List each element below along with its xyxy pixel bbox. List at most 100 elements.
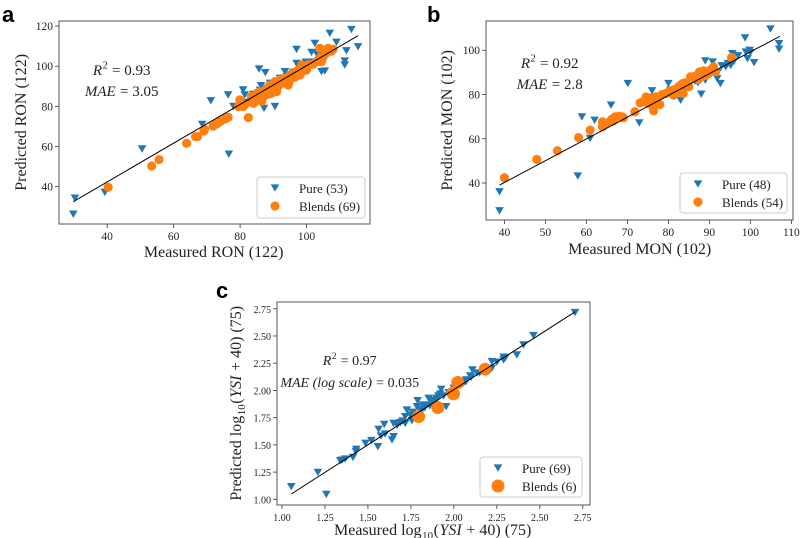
annotation-part: 2 — [103, 61, 108, 72]
pure-point — [501, 354, 510, 362]
plot-area — [495, 25, 784, 215]
pure-point — [436, 385, 446, 394]
blend-point — [651, 92, 661, 102]
pure-point — [573, 172, 583, 180]
pure-point — [398, 417, 407, 425]
y-tick-label: 1.75 — [254, 414, 272, 425]
blend-point — [412, 410, 426, 424]
x-tick-label: 90 — [704, 227, 716, 239]
blend-point — [199, 124, 210, 134]
y-tick-label: 60 — [42, 141, 54, 153]
pure-point — [634, 119, 644, 127]
annotation-part: 2 — [332, 352, 337, 362]
x-axis-label-part: Measured RON (122) — [144, 244, 284, 261]
x-tick-label: 110 — [783, 227, 800, 239]
y-tick-label: 1.50 — [254, 441, 272, 452]
y-tick-label: 60 — [469, 134, 481, 146]
blend-point — [147, 161, 157, 171]
pure-point — [332, 38, 341, 47]
blend-point — [431, 401, 445, 415]
y-tick-label: 2.75 — [254, 305, 272, 316]
annotation-part: R — [520, 56, 530, 72]
pure-point — [197, 120, 207, 129]
axes-frame — [276, 301, 591, 506]
pure-point — [240, 91, 250, 99]
pure-point — [733, 52, 743, 60]
y-axis-label-part: Predicted RON (122) — [13, 54, 30, 191]
x-tick-label: 50 — [540, 227, 552, 239]
series-blends — [499, 52, 737, 183]
x-tick-label: 80 — [234, 231, 246, 243]
annotation: MAE (log scale) = 0.035 — [279, 376, 419, 391]
pure-point — [774, 45, 784, 53]
y-axis-label-part: YSI — [228, 375, 245, 398]
y-tick-label: 100 — [36, 61, 54, 73]
pure-point — [367, 436, 376, 445]
pure-point — [223, 91, 233, 99]
pure-point — [286, 482, 296, 491]
blend-point — [154, 154, 164, 165]
annotation-part: R — [322, 354, 332, 369]
legend-box — [479, 456, 583, 498]
blend-point — [192, 131, 203, 142]
y-axis-label-group: Predicted RON (122) — [13, 54, 30, 191]
legend-label: Pure (53) — [299, 181, 348, 196]
blend-point — [263, 89, 273, 99]
legend-pure-marker — [270, 184, 280, 192]
pure-point — [743, 55, 752, 63]
pure-point — [353, 43, 363, 51]
pure-point — [708, 58, 717, 66]
pure-point — [351, 447, 361, 456]
legend-label: Pure (48) — [722, 177, 771, 192]
pure-point — [292, 45, 301, 54]
y-axis-label-part: Predicted MON (102) — [439, 50, 456, 190]
annotation-part: MAE (log scale) — [279, 376, 372, 391]
legend-pure-marker — [493, 464, 503, 472]
y-tick-label: 2.25 — [254, 359, 272, 370]
pure-point — [347, 25, 356, 34]
pure-point — [68, 210, 78, 218]
blend-point — [499, 173, 510, 183]
legend-label: Blends (69) — [299, 199, 360, 214]
annotation: MAE = 3.05 — [84, 84, 159, 100]
panel-a: a 40 60 80 100 40 60 80 100 120 R 2 = 0.93 MAE = 3.0… — [2, 2, 371, 261]
pure-point — [700, 57, 710, 65]
pure-point — [647, 87, 657, 95]
pure-point — [259, 104, 269, 113]
axes-frame — [485, 20, 794, 221]
pure-point — [495, 188, 504, 196]
pure-point — [466, 373, 476, 382]
legend-box — [679, 172, 788, 214]
y-axis-label-part: Predicted log — [228, 416, 245, 501]
pure-point — [716, 79, 725, 88]
pure-point — [256, 82, 266, 90]
y-axis-label-group: Predicted MON (102) — [439, 50, 456, 190]
y-axis-label: Predicted MON (102) — [439, 50, 456, 190]
y-tick-label: 80 — [469, 89, 481, 101]
x-tick-label: 60 — [581, 227, 593, 239]
pure-point — [310, 39, 320, 48]
pure-point — [137, 145, 147, 153]
pure-point — [340, 57, 350, 65]
x-tick-label: 100 — [742, 227, 760, 239]
y-tick-label: 100 — [463, 45, 481, 57]
pure-point — [270, 102, 280, 111]
annotation-part: = 0.035 — [373, 376, 419, 391]
x-axis-label-part: Measured MON (102) — [568, 241, 711, 258]
pure-point — [712, 74, 722, 83]
pure-point — [280, 67, 290, 76]
pure-point — [623, 79, 633, 88]
x-tick-label: 2.75 — [574, 513, 592, 524]
pure-point — [512, 351, 522, 359]
pure-point — [529, 331, 538, 340]
x-axis-label: Measured MON (102) — [568, 241, 711, 258]
legend-blends-marker — [491, 479, 505, 493]
pure-point — [606, 101, 616, 109]
legend-pure-marker — [693, 180, 703, 188]
pure-point — [432, 395, 441, 403]
pure-point — [238, 86, 248, 94]
panel-b: b 40 50 60 70 80 90 100 110 40 60 80 100 R 2 = 0.92 MAE… — [427, 2, 800, 258]
